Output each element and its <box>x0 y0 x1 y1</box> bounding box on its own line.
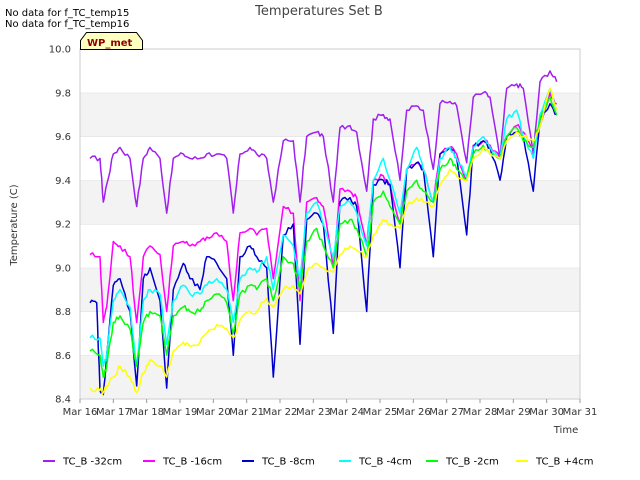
y-tick-label: 9.0 <box>55 263 71 274</box>
x-tick-label: Mar 18 <box>129 407 164 418</box>
grid-band <box>80 49 580 93</box>
x-tick-label: Mar 29 <box>496 407 531 418</box>
legend-label: TC_B -2cm <box>445 457 499 468</box>
series-line-tc-b-8cm <box>89 102 557 396</box>
x-tick-label: Mar 28 <box>463 407 498 418</box>
grid-band <box>80 355 580 399</box>
y-tick-label: 8.4 <box>55 395 71 406</box>
series-line-tc-b-32cm <box>89 70 558 214</box>
plot-border <box>79 48 581 400</box>
series-line-tc-b-2cm <box>89 96 558 378</box>
grid-band <box>80 311 580 356</box>
x-tick-label: Mar 26 <box>396 407 431 418</box>
series-line-tc-b-4cm <box>89 87 558 395</box>
x-tick-label: Mar 24 <box>329 407 364 418</box>
grid-band <box>80 92 580 137</box>
notice-no-data-temp16: No data for f_TC_temp16 <box>5 19 130 30</box>
x-axis-title: Time <box>553 425 578 436</box>
badge-label: WP_met <box>87 38 133 49</box>
notice-no-data-temp15: No data for f_TC_temp15 <box>5 8 130 19</box>
x-tick-label: Mar 27 <box>429 407 464 418</box>
y-axis-title: Temperature (C) <box>9 184 20 266</box>
legend-label: TC_B -4cm <box>358 457 412 468</box>
legend: TC_B -32cm TC_B -16cm TC_B -8cm TC_B -4cm TC… <box>43 457 594 468</box>
grid-band <box>80 136 580 181</box>
y-tick-label: 9.8 <box>55 88 71 99</box>
x-tick-label: Mar 20 <box>196 407 231 418</box>
x-tick-label: Mar 16 <box>63 407 98 418</box>
y-tick-label: 9.6 <box>55 132 71 143</box>
legend-label: TC_B +4cm <box>535 457 594 468</box>
legend-label: TC_B -16cm <box>162 457 222 468</box>
x-tick-label: Mar 30 <box>529 407 564 418</box>
x-tick-label: Mar 31 <box>563 407 598 418</box>
chart-title: Temperatures Set B <box>254 4 383 19</box>
x-tick-label: Mar 23 <box>296 407 331 418</box>
legend-label: TC_B -8cm <box>261 457 315 468</box>
wp-met-badge: WP_met <box>80 32 143 50</box>
legend-label: TC_B -32cm <box>62 457 122 468</box>
x-tick-label: Mar 19 <box>163 407 198 418</box>
plot-series <box>89 70 558 396</box>
series-line-tc-b-4cm <box>89 87 558 367</box>
x-tick-label: Mar 25 <box>363 407 398 418</box>
y-tick-label: 8.8 <box>55 307 71 318</box>
y-tick-label: 9.2 <box>55 220 71 231</box>
y-tick-label: 9.4 <box>55 176 71 187</box>
y-axis: 8.4 8.6 8.8 9.0 9.2 9.4 9.6 9.8 10.0 <box>49 45 71 406</box>
x-tick-label: Mar 17 <box>96 407 131 418</box>
y-tick-label: 10.0 <box>49 45 71 56</box>
x-tick-label: Mar 22 <box>263 407 298 418</box>
y-tick-label: 8.6 <box>55 351 71 362</box>
x-tick-label: Mar 21 <box>229 407 264 418</box>
